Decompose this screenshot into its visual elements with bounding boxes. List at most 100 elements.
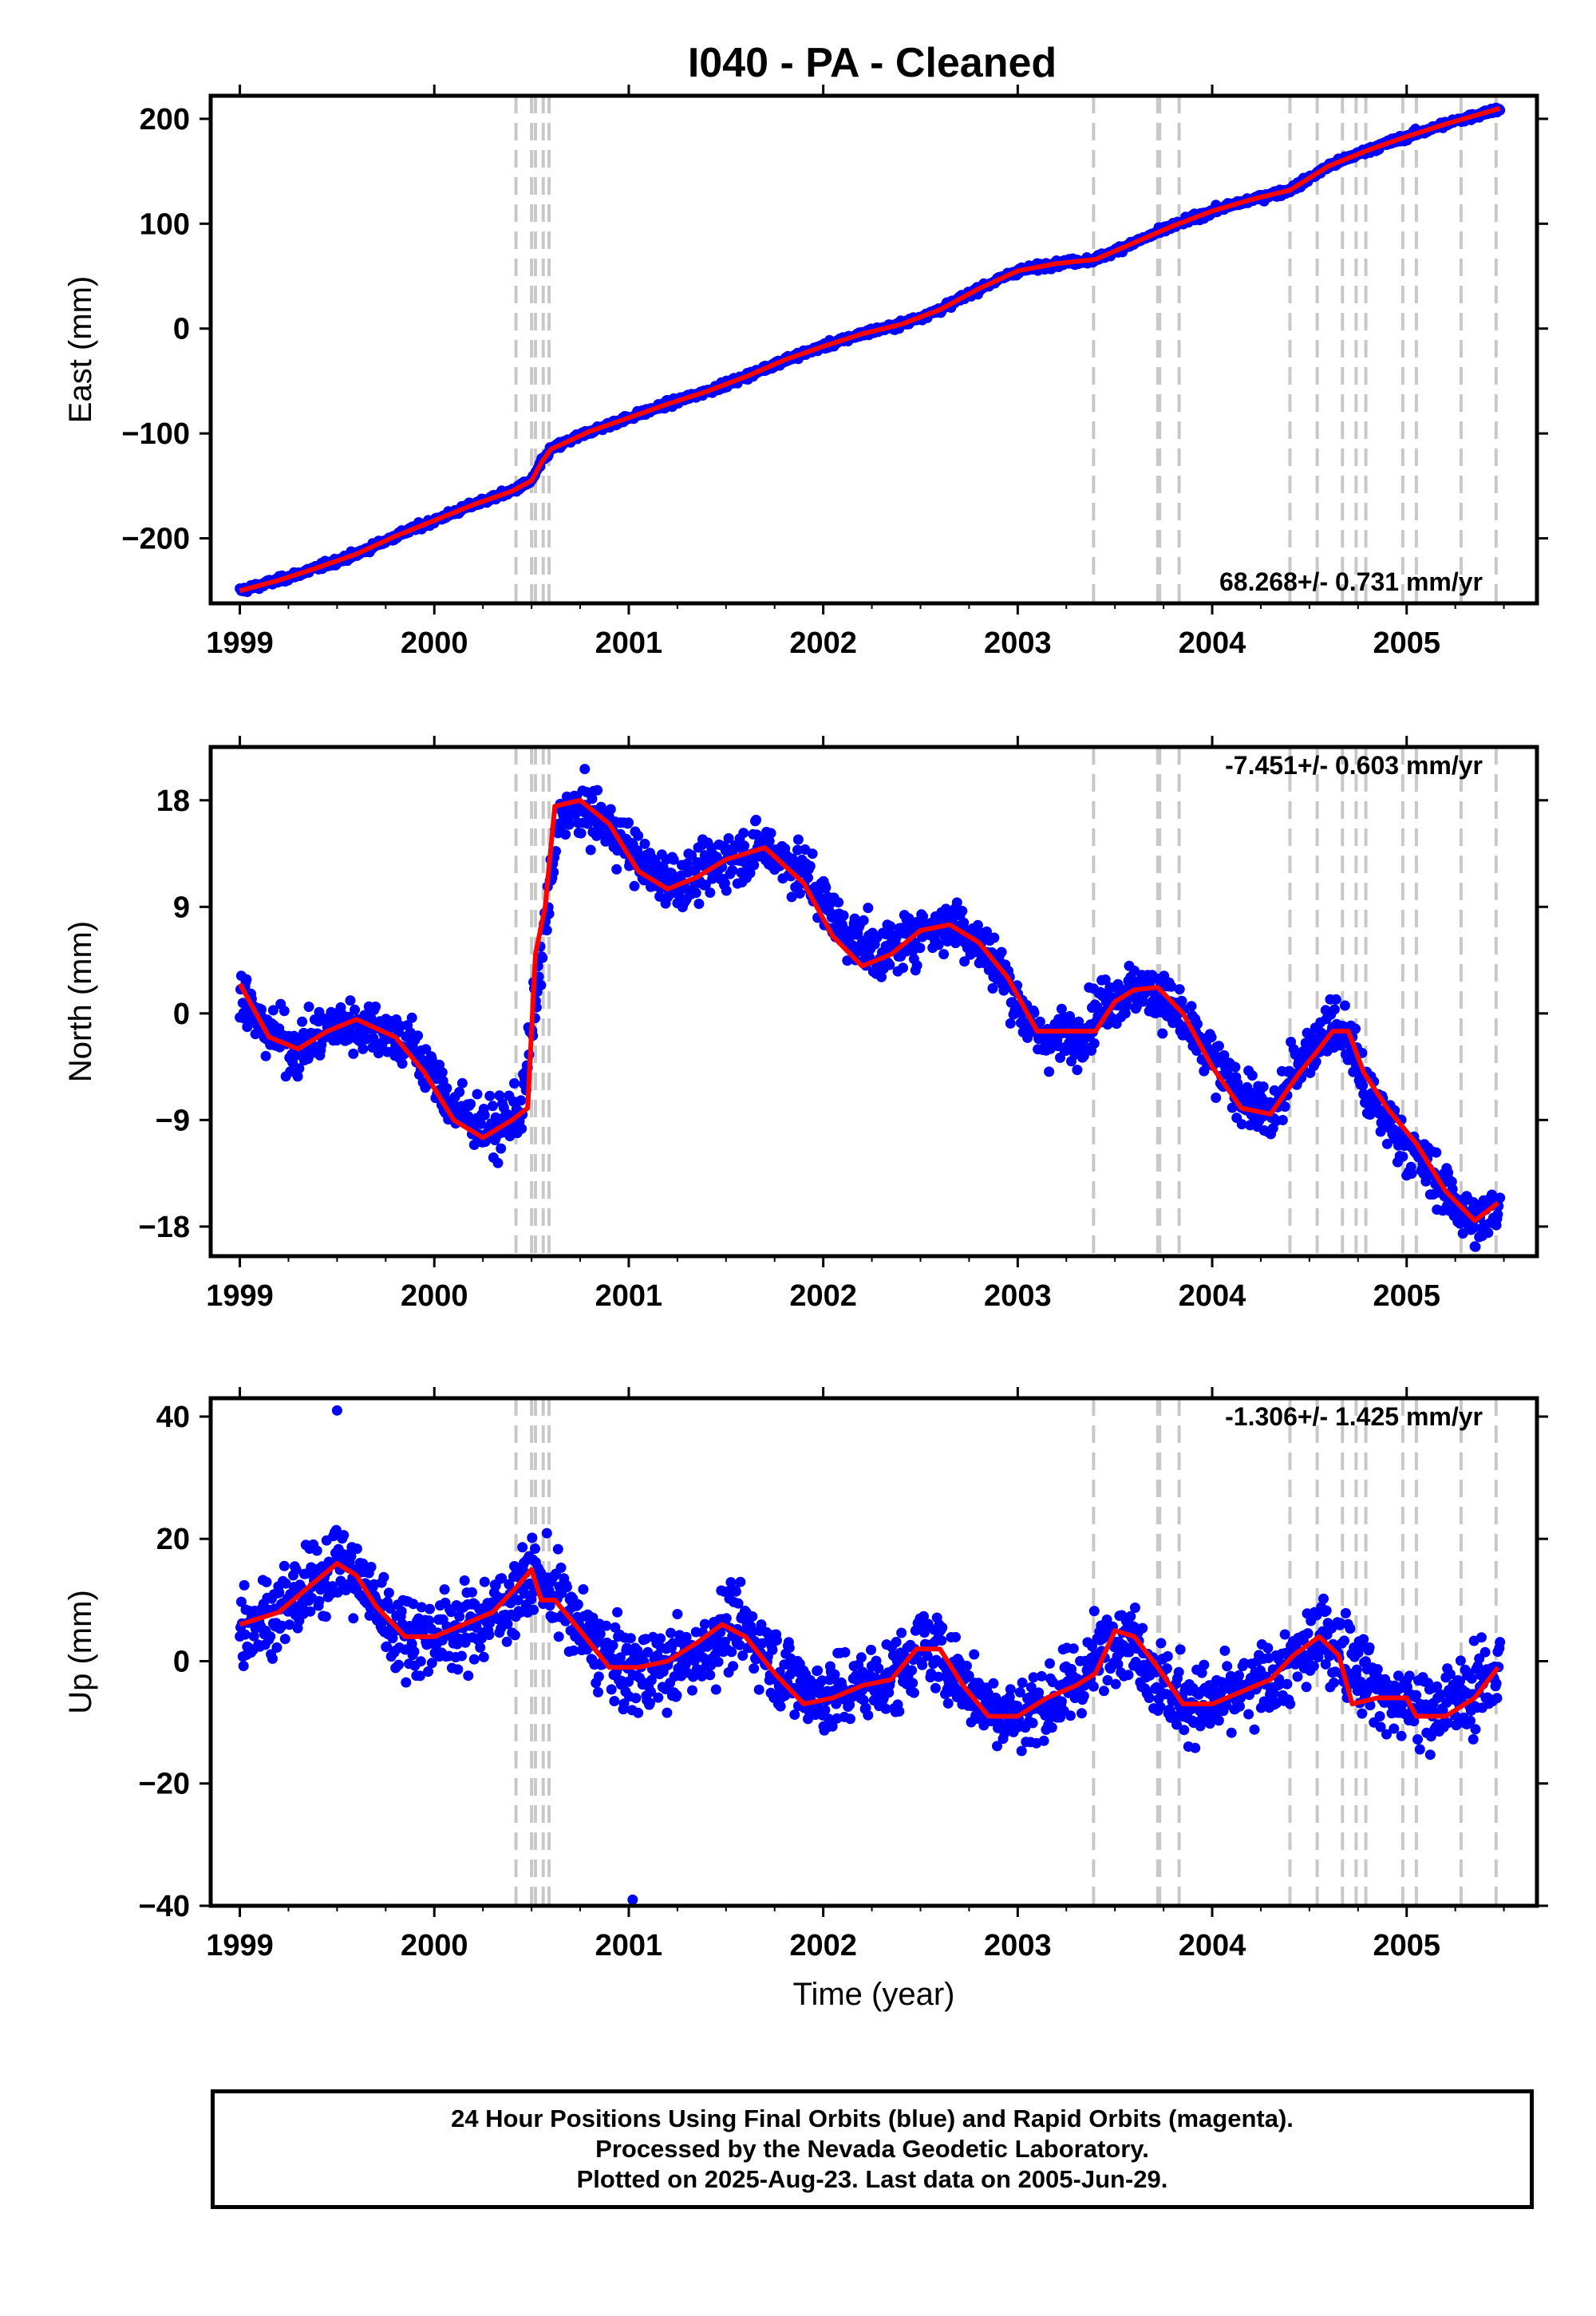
- data-point: [414, 1670, 425, 1682]
- data-point: [592, 785, 603, 796]
- data-point: [894, 1705, 905, 1717]
- data-point: [452, 1664, 464, 1675]
- data-point: [279, 1634, 290, 1645]
- y-axis-label: East (mm): [63, 276, 98, 423]
- data-point: [933, 939, 944, 951]
- data-point: [1078, 1050, 1089, 1061]
- data-point: [1123, 1670, 1134, 1681]
- data-point: [267, 1005, 279, 1016]
- data-point: [614, 1652, 626, 1663]
- data-point: [1078, 1690, 1089, 1701]
- data-point: [509, 1630, 520, 1641]
- data-point: [1156, 1638, 1167, 1649]
- data-point: [855, 1652, 867, 1663]
- data-point: [1192, 1018, 1203, 1030]
- data-point: [655, 1633, 666, 1644]
- data-point: [658, 863, 669, 873]
- data-point: [467, 1587, 477, 1598]
- data-point: [1190, 1742, 1201, 1753]
- data-point: [423, 1666, 434, 1677]
- data-point: [820, 1705, 831, 1716]
- data-point: [578, 1584, 589, 1595]
- data-point: [933, 1671, 944, 1682]
- data-point: [393, 1659, 404, 1670]
- data-point: [1027, 1717, 1038, 1729]
- data-point: [601, 1620, 612, 1631]
- data-point: [937, 1622, 948, 1633]
- x-tick-label: 2000: [401, 626, 468, 660]
- data-point: [1171, 1719, 1182, 1730]
- data-point: [609, 1696, 620, 1706]
- data-point: [381, 1641, 393, 1652]
- data-point: [681, 858, 693, 869]
- data-point: [365, 1013, 377, 1024]
- data-point: [950, 1631, 961, 1642]
- data-point: [1138, 996, 1149, 1007]
- data-point: [1056, 1696, 1067, 1707]
- data-point: [1211, 1093, 1222, 1103]
- data-point: [1495, 1192, 1506, 1203]
- data-point: [728, 1661, 739, 1672]
- data-point: [884, 959, 895, 970]
- data-point: [1137, 1622, 1148, 1634]
- x-tick-label: 2005: [1373, 1279, 1440, 1313]
- data-point: [563, 819, 575, 830]
- data-point: [544, 1600, 555, 1611]
- data-point: [1230, 1061, 1241, 1073]
- data-point: [735, 1576, 746, 1587]
- data-point: [630, 1693, 642, 1704]
- data-point: [1206, 1032, 1217, 1043]
- data-point: [537, 952, 548, 963]
- data-point: [1236, 1119, 1247, 1130]
- data-point: [515, 1607, 526, 1618]
- data-point: [575, 828, 587, 839]
- data-point: [623, 817, 634, 828]
- data-point: [527, 1532, 538, 1543]
- data-point: [593, 1686, 603, 1697]
- data-point: [256, 1004, 267, 1015]
- x-tick-label: 1999: [206, 626, 274, 660]
- data-point: [1098, 1686, 1109, 1697]
- data-point: [553, 1631, 564, 1642]
- y-tick-label: −18: [139, 1211, 190, 1244]
- y-tick-label: 0: [173, 313, 190, 346]
- data-point: [528, 1604, 539, 1615]
- data-point: [972, 919, 983, 931]
- data-point: [1166, 981, 1177, 992]
- data-point: [479, 1109, 490, 1120]
- data-point: [456, 1077, 468, 1089]
- data-point: [911, 960, 922, 971]
- data-point: [876, 971, 887, 982]
- data-point: [331, 1035, 342, 1045]
- data-point: [705, 1670, 716, 1681]
- data-point: [364, 1610, 375, 1621]
- data-point: [1112, 1658, 1124, 1670]
- data-point: [1175, 1644, 1186, 1655]
- data-point: [845, 1713, 855, 1725]
- data-point: [625, 1633, 636, 1644]
- data-point: [753, 1684, 764, 1695]
- data-point: [1279, 1629, 1290, 1640]
- data-point: [863, 1709, 874, 1721]
- data-point: [261, 1576, 272, 1587]
- data-point: [1120, 1008, 1131, 1019]
- data-point: [1121, 1000, 1132, 1011]
- data-point: [839, 1646, 851, 1658]
- data-point: [552, 1543, 563, 1555]
- data-point: [671, 1690, 682, 1701]
- data-point: [358, 1558, 369, 1569]
- position-points: [235, 764, 1506, 1252]
- data-point: [408, 1599, 419, 1610]
- data-point: [767, 1644, 778, 1655]
- data-point: [1470, 1241, 1481, 1252]
- data-point: [646, 1686, 656, 1697]
- data-point: [1046, 1722, 1057, 1733]
- data-point: [961, 1660, 972, 1671]
- data-point: [346, 1551, 357, 1562]
- data-point: [1381, 1138, 1393, 1149]
- data-point: [1155, 1701, 1166, 1713]
- data-point: [305, 1606, 316, 1617]
- data-point: [606, 1684, 617, 1695]
- data-point: [963, 1670, 974, 1682]
- data-point: [942, 1697, 954, 1709]
